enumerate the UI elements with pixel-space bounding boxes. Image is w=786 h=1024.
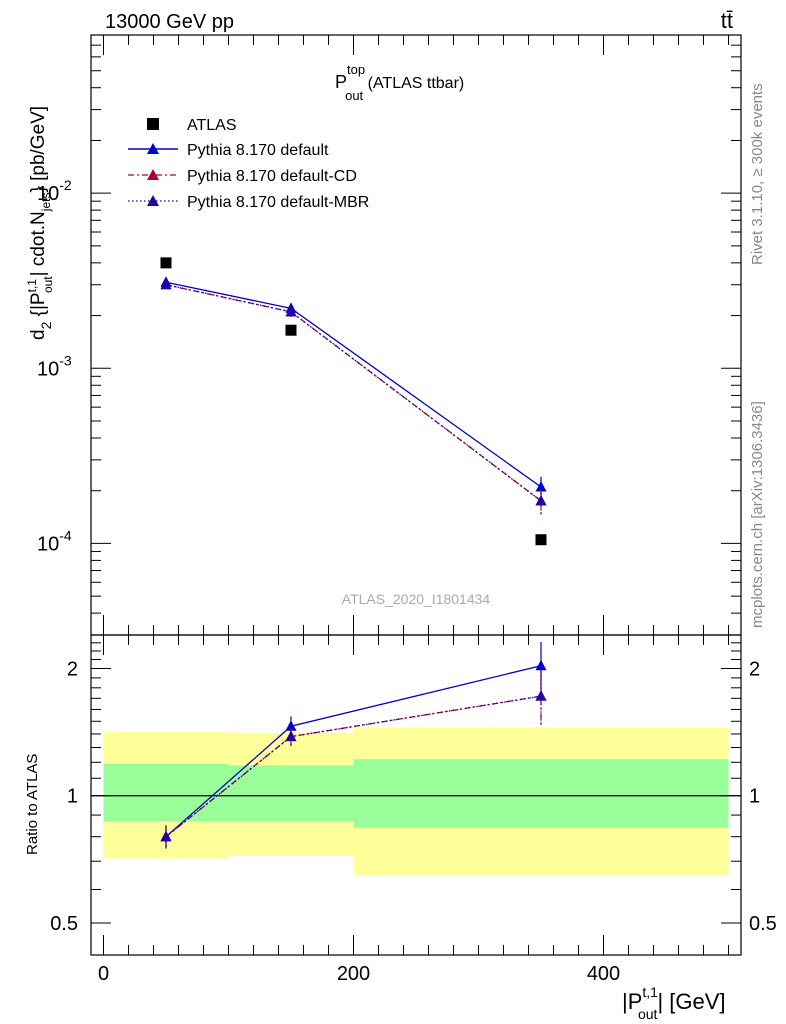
- main-ytick-label: 10-3: [37, 352, 72, 380]
- ratio-frame: [90, 634, 742, 956]
- main-ytick-label: 10-2: [37, 177, 72, 205]
- legend-marker-mbr: [147, 195, 159, 206]
- ratio-xtick-label: 200: [337, 963, 370, 985]
- header-left: 13000 GeV pp: [105, 11, 234, 33]
- main-point-atlas: [160, 257, 172, 269]
- main-line-pythia-8-170-default-mbr: [165, 284, 542, 502]
- main-ytick-exponent: -4: [59, 527, 72, 543]
- main-data: [160, 257, 547, 546]
- main-yticklabels: 10-210-310-4: [37, 177, 72, 555]
- legend-marker-cd: [147, 169, 159, 180]
- main-ytick-mantissa: 10: [37, 533, 59, 555]
- main-ytick-label: 10-4: [37, 527, 72, 555]
- main-ytick-mantissa: 10: [37, 358, 59, 380]
- legend-label-default: Pythia 8.170 default: [187, 142, 329, 159]
- legend-label-cd: Pythia 8.170 default-CD: [187, 168, 357, 185]
- watermark: ATLAS_2020_I1801434: [342, 591, 491, 607]
- ratio-ytick-label-left: 0.5: [50, 913, 78, 935]
- main-point-atlas: [285, 324, 297, 336]
- mcplots-label: mcplots.cern.ch [arXiv:1306.3436]: [749, 401, 766, 628]
- legend-marker-default: [147, 143, 159, 154]
- main-ytick-exponent: -2: [59, 177, 72, 193]
- ratio-ytick-label-right: 0.5: [749, 913, 777, 935]
- ratio-xtick-label: 0: [98, 963, 109, 985]
- ratio-point-pythia-8-170-default-mbr: [285, 730, 297, 742]
- ratio-ytick-label-left: 1: [67, 786, 78, 808]
- main-ylabel-text: d2 {|Pt,1 out| cdot.Njets} [pb/GeV]: [25, 106, 55, 340]
- main-line-pythia-8-170-default-cd: [165, 284, 542, 502]
- ratio-point-pythia-8-170-default-mbr: [160, 830, 172, 842]
- ratio-ticks: 0.5 0.5 1 1 2 2 0 200 400: [50, 635, 777, 985]
- ratio-ytick-label-left: 2: [67, 658, 78, 680]
- main-point-pythia-8-170-default-mbr: [160, 278, 172, 290]
- ratio-band-green: [228, 765, 354, 822]
- ratio-xtick-label: 400: [587, 963, 620, 985]
- ratio-point-pythia-8-170-default-mbr: [535, 690, 547, 701]
- rivet-label: Rivet 3.1.10, ≥ 300k events: [749, 83, 766, 265]
- main-panel: 10-210-310-4 ATLAS_2020_I1801434 Ptop out…: [25, 34, 742, 636]
- main-title: Ptop out (ATLAS ttbar): [335, 62, 464, 103]
- ratio-panel: 0.5 0.5 1 1 2 2 0 200 400 Ratio to ATLAS |Pt,1 ou…: [24, 634, 777, 1022]
- main-point-atlas: [535, 534, 547, 546]
- main-point-pythia-8-170-default: [535, 480, 547, 492]
- ratio-ylabel: Ratio to ATLAS: [24, 754, 41, 855]
- main-ytick-exponent: -3: [59, 352, 72, 368]
- ratio-ytick-label-right: 2: [749, 658, 760, 680]
- legend: ATLAS Pythia 8.170 default Pythia 8.170 …: [128, 117, 369, 211]
- ratio-point-pythia-8-170-default: [535, 659, 547, 671]
- ratio-point-pythia-8-170-default: [285, 720, 297, 731]
- main-ytick-mantissa: 10: [37, 183, 59, 205]
- main-ticks: [91, 34, 741, 636]
- ratio-bands: [91, 727, 741, 875]
- ratio-xlabel: |Pt,1 out| [GeV]: [622, 984, 726, 1022]
- ratio-band-green: [353, 759, 729, 828]
- legend-label-mbr: Pythia 8.170 default-MBR: [187, 194, 369, 211]
- main-line-pythia-8-170-default: [165, 281, 542, 488]
- ratio-band-green: [103, 763, 229, 822]
- legend-label-atlas: ATLAS: [187, 117, 237, 134]
- main-point-pythia-8-170-default-mbr: [535, 494, 547, 506]
- main-ylabel: d2 {|Pt,1 out| cdot.Njets} [pb/GeV]: [25, 106, 55, 340]
- ratio-data: [160, 642, 547, 849]
- main-point-pythia-8-170-default-mbr: [285, 305, 297, 317]
- legend-marker-atlas: [147, 118, 159, 130]
- ratio-ytick-label-right: 1: [749, 786, 760, 808]
- header-right: tt̄: [721, 8, 733, 33]
